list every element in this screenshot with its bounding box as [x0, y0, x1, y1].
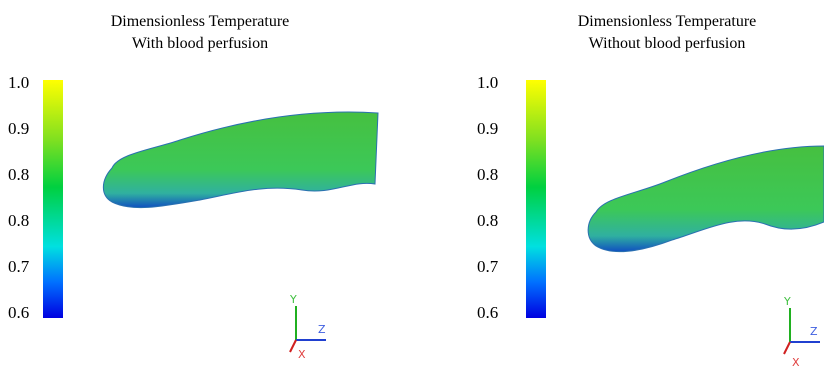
- axis-triad: Y Z X: [783, 295, 820, 369]
- axis-label: X: [792, 356, 800, 369]
- finger-render: [103, 112, 378, 208]
- colorbar-label: 0.9: [8, 119, 29, 138]
- axis-label: Y: [783, 295, 791, 308]
- colorbar-label: 0.8: [8, 211, 29, 230]
- axis-label: Z: [318, 323, 326, 336]
- colorbar-label: 0.6: [8, 303, 29, 322]
- axis-label: Y: [289, 293, 297, 306]
- panel-left: Dimensionless Temperature With blood per…: [8, 13, 378, 361]
- colorbar-label: 0.7: [477, 257, 499, 276]
- figure: Dimensionless Temperature With blood per…: [0, 0, 824, 372]
- axis-label: X: [298, 348, 306, 361]
- colorbar-label: 1.0: [8, 73, 29, 92]
- title-line: Without blood perfusion: [589, 35, 746, 52]
- colorbar-label: 0.9: [477, 119, 498, 138]
- colorbar: [526, 80, 546, 318]
- colorbar-label: 0.8: [477, 211, 498, 230]
- axis-label: Z: [810, 325, 818, 338]
- axis-triad: Y Z X: [289, 293, 326, 361]
- colorbar-label: 0.7: [8, 257, 30, 276]
- title-line: Dimensionless Temperature: [111, 13, 290, 30]
- colorbar-label: 0.8: [477, 165, 498, 184]
- colorbar-label: 0.6: [477, 303, 498, 322]
- title-line: With blood perfusion: [132, 35, 268, 52]
- finger-render: [588, 146, 824, 252]
- colorbar-label: 0.8: [8, 165, 29, 184]
- colorbar: [43, 80, 63, 318]
- colorbar-label: 1.0: [477, 73, 498, 92]
- panel-right: Dimensionless Temperature Without blood …: [477, 13, 824, 369]
- title-line: Dimensionless Temperature: [578, 13, 757, 30]
